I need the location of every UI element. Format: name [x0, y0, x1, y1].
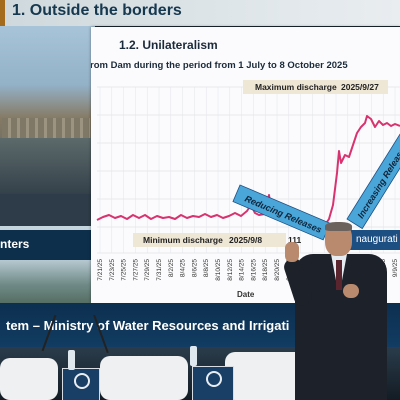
x-tick-label: 8/4/25	[180, 259, 187, 277]
x-tick-label: 8/14/25	[239, 259, 246, 281]
left-photo-panel	[0, 26, 95, 310]
x-tick-label: 7/23/25	[109, 259, 116, 281]
x-tick-label: 9/9/25	[392, 259, 399, 277]
dam-water	[0, 138, 95, 194]
min-date: 2025/9/8	[229, 235, 262, 245]
min-label-box	[133, 233, 286, 247]
increasing-label: Increasing Releases	[355, 141, 400, 220]
x-tick-label: 7/29/25	[144, 259, 151, 281]
x-tick-label: 8/2/25	[168, 259, 175, 277]
x-tick-label: 7/27/25	[132, 259, 139, 281]
water-bottle	[190, 346, 197, 366]
x-tick-label: 8/16/25	[250, 259, 257, 281]
x-tick-label: 8/18/25	[262, 259, 269, 281]
white-chair	[100, 356, 188, 400]
x-tick-label: 7/31/25	[156, 259, 163, 281]
max-date: 2025/9/27	[341, 82, 379, 92]
dam-photo	[0, 26, 95, 194]
x-tick-label: 8/8/25	[203, 259, 210, 277]
increasing-releases-callout: Increasing Releases	[346, 133, 400, 230]
section-title: 1.2. Unilateralism	[119, 38, 218, 52]
left-label: nters	[0, 237, 30, 251]
x-tick-label: 8/6/25	[191, 259, 198, 277]
x-tick-label: 7/25/25	[121, 259, 128, 281]
x-tick-label: 8/20/25	[274, 259, 281, 281]
inauguration-tag	[350, 230, 400, 250]
speaker-pointing-hand	[285, 242, 299, 262]
banner-accent	[0, 0, 5, 26]
min-value: 111	[288, 235, 302, 245]
max-label-box	[243, 80, 388, 94]
inauguration-label: naugurati	[356, 234, 398, 245]
top-banner: 1. Outside the borders	[0, 0, 400, 26]
x-axis-label: Date	[237, 290, 255, 299]
white-chair	[0, 358, 58, 400]
podium-name-card	[62, 368, 100, 400]
max-label: Maximum discharge	[255, 82, 337, 92]
min-label: Minimum discharge	[143, 235, 223, 245]
logo-icon	[74, 373, 90, 389]
logo-icon	[206, 371, 222, 387]
left-label-bar	[0, 230, 95, 260]
water-bottle	[68, 350, 75, 370]
ministry-banner-text: tem – Ministry of Water Resources and Ir…	[6, 318, 290, 333]
x-tick-label: 8/10/25	[215, 259, 222, 281]
speaker-hair	[325, 222, 352, 231]
speaker-tie	[336, 260, 342, 290]
x-tick-label: 8/12/25	[227, 259, 234, 281]
x-tick-label: 7/21/25	[97, 259, 104, 281]
chart-subtitle: rom Dam during the period from 1 July to…	[91, 60, 348, 71]
speaker	[282, 222, 390, 400]
podium-name-card	[192, 366, 234, 400]
speaker-hand	[343, 284, 359, 298]
discharge-series-line	[96, 115, 400, 226]
top-banner-title: 1. Outside the borders	[12, 2, 182, 19]
white-chair	[225, 352, 305, 400]
